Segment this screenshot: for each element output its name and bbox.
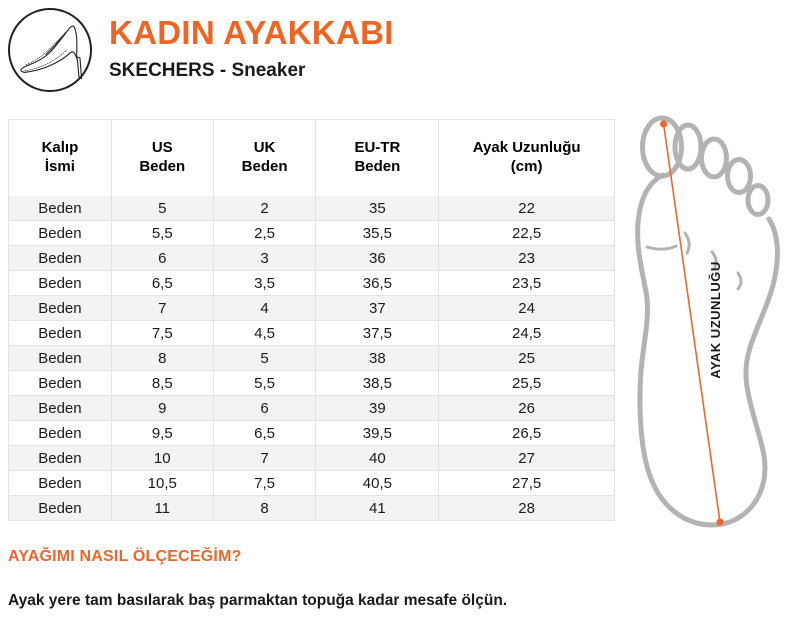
svg-text:AYAK UZUNLUĞU: AYAK UZUNLUĞU xyxy=(708,261,723,379)
